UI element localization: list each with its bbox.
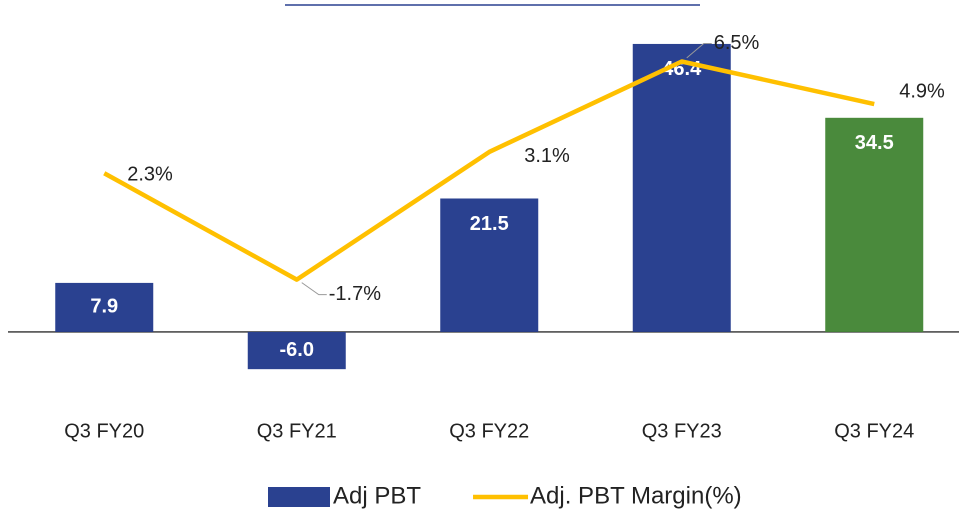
bar: [440, 198, 539, 332]
line-value-label: 2.3%: [127, 164, 173, 186]
x-tick-label: Q3 FY20: [64, 420, 144, 442]
bar-value-label: 7.9: [90, 296, 118, 318]
x-tick-label: Q3 FY22: [449, 420, 529, 442]
bar: [55, 282, 154, 332]
legend-label: Adj PBT: [333, 482, 421, 509]
bar: [825, 117, 924, 332]
x-tick-label: Q3 FY24: [834, 420, 914, 442]
line-value-label: 4.9%: [899, 80, 945, 102]
line-value-label: 6.5%: [714, 32, 760, 54]
line-value-label: 3.1%: [524, 145, 570, 167]
legend-swatch: [268, 487, 330, 507]
line: [103, 59, 875, 282]
bar-value-label: -6.0: [280, 339, 314, 361]
legend-label: Adj. PBT Margin(%): [530, 482, 742, 509]
bar: [247, 331, 346, 370]
bar: [632, 43, 731, 332]
x-tick-label: Q3 FY23: [642, 420, 722, 442]
leader-line: [686, 43, 712, 59]
bar-value-label: 34.5: [855, 132, 894, 154]
bar-value-label: 21.5: [470, 213, 509, 235]
x-tick-label: Q3 FY21: [257, 420, 337, 442]
leader-line: [301, 282, 327, 296]
line-value-label: -1.7%: [329, 283, 381, 305]
